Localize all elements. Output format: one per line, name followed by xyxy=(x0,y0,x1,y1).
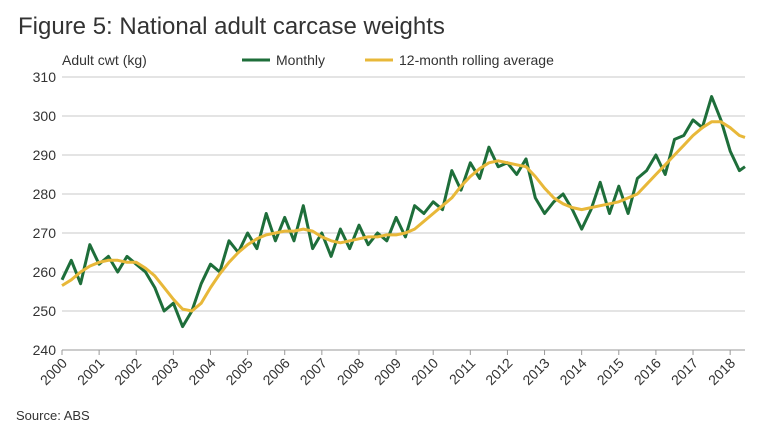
x-tick-label: 2009 xyxy=(371,355,404,388)
x-tick-label: 2015 xyxy=(594,355,627,388)
x-tick-label: 2012 xyxy=(482,355,515,388)
x-tick-label: 2003 xyxy=(148,355,181,388)
x-tick-label: 2000 xyxy=(37,355,70,388)
y-tick-label: 270 xyxy=(33,225,57,241)
x-tick-label: 2006 xyxy=(259,355,292,388)
x-tick-label: 2005 xyxy=(222,355,255,388)
x-tick-label: 2018 xyxy=(705,355,738,388)
y-axis-label: Adult cwt (kg) xyxy=(62,52,147,68)
x-tick-label: 2014 xyxy=(556,355,589,388)
x-tick-label: 2010 xyxy=(408,355,441,388)
x-tick-label: 2001 xyxy=(74,355,107,388)
x-tick-label: 2002 xyxy=(111,355,144,388)
source: Source: ABS xyxy=(16,408,90,423)
legend-label: 12-month rolling average xyxy=(399,52,554,68)
series-line xyxy=(61,120,746,313)
y-tick-label: 310 xyxy=(33,69,57,85)
x-tick-label: 2008 xyxy=(334,355,367,388)
y-tick-label: 290 xyxy=(33,147,57,163)
y-tick-label: 300 xyxy=(33,108,57,124)
chart-title: Figure 5: National adult carcase weights xyxy=(18,13,445,40)
y-tick-label: 280 xyxy=(33,186,57,202)
x-tick-label: 2004 xyxy=(185,355,218,388)
y-tick-label: 250 xyxy=(33,303,57,319)
legend-label: Monthly xyxy=(276,52,325,68)
x-tick-label: 2017 xyxy=(668,355,701,388)
y-tick-label: 260 xyxy=(33,264,57,280)
x-tick-label: 2013 xyxy=(519,355,552,388)
x-tick-label: 2007 xyxy=(297,355,330,388)
x-tick-label: 2011 xyxy=(446,355,479,388)
series-line xyxy=(60,95,746,329)
y-tick-label: 240 xyxy=(33,342,57,358)
x-tick-label: 2016 xyxy=(631,355,664,388)
